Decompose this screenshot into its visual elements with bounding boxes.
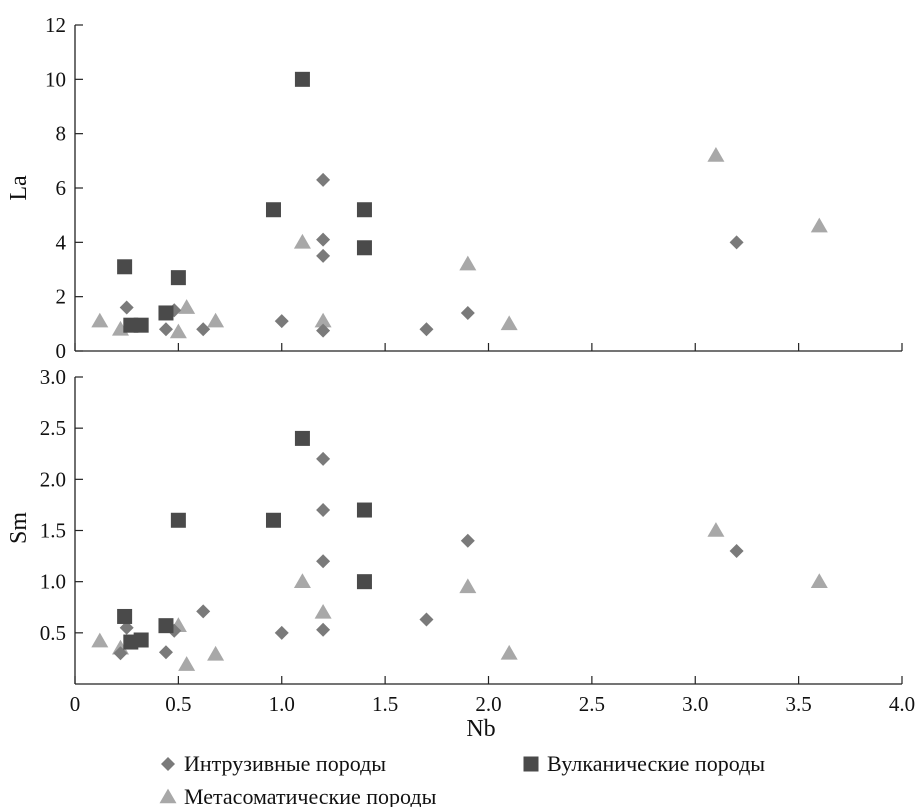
sm-point-square — [356, 502, 372, 518]
la-y-tick-label: 10 — [45, 67, 66, 91]
x-tick-label: 0 — [70, 692, 81, 716]
sm-point-diamond — [460, 533, 475, 548]
x-tick-label: 2.0 — [475, 692, 501, 716]
sm-point-square — [133, 632, 149, 648]
sm-point-square — [265, 512, 281, 528]
la-point-diamond — [196, 322, 211, 337]
x-tick-label: 3.0 — [682, 692, 708, 716]
la-point-triangle — [707, 147, 725, 162]
la-point-triangle — [207, 312, 225, 328]
legend-marker-triangle — [159, 788, 177, 804]
la-point-triangle — [169, 323, 187, 339]
sm-point-diamond — [274, 625, 289, 640]
xlabel-nb: Nb — [466, 716, 495, 742]
sm-point-diamond — [419, 612, 434, 627]
la-point-diamond — [119, 300, 134, 315]
sm-point-triangle — [207, 645, 225, 661]
la-point-diamond — [316, 248, 331, 263]
la-point-triangle — [293, 233, 311, 249]
sm-point-triangle — [707, 522, 725, 537]
sm-point-square — [356, 574, 372, 590]
sm-point-square — [294, 430, 310, 446]
sm-point-triangle — [500, 644, 518, 660]
ylabel-sm: Sm — [6, 512, 32, 544]
sm-point-diamond — [316, 451, 331, 466]
la-point-triangle — [810, 217, 828, 233]
la-y-tick-label: 4 — [56, 230, 67, 254]
sm-point-triangle — [178, 656, 196, 671]
sm-point-square — [158, 618, 174, 634]
la-point-diamond — [316, 232, 331, 247]
la-point-triangle — [91, 312, 109, 328]
x-tick-label: 2.5 — [579, 692, 605, 716]
sm-point-triangle — [810, 573, 828, 588]
panel-la-vs-nb: 0 2 4 6 8 10 12 — [45, 13, 903, 363]
sm-y-tick-label: 3.0 — [40, 365, 66, 389]
sm-point-diamond — [196, 604, 211, 619]
la-point-diamond — [274, 314, 289, 329]
x-tick-label: 4.0 — [889, 692, 915, 716]
sm-point-diamond — [316, 622, 331, 637]
la-y-tick-label: 0 — [56, 339, 67, 363]
sm-y-tick-label: 2.5 — [40, 416, 66, 440]
legend-label-diamond: Интрузивные породы — [184, 751, 386, 776]
x-tick-label: 3.5 — [786, 692, 812, 716]
la-y-tick-label: 8 — [56, 122, 67, 146]
legend-label-triangle: Метасоматические породы — [184, 784, 437, 807]
sm-y-tick-label: 1.5 — [40, 519, 66, 543]
la-y-tick-label: 2 — [56, 285, 67, 309]
la-point-diamond — [158, 322, 173, 337]
la-point-triangle — [459, 255, 477, 271]
ylabel-la: La — [6, 175, 32, 201]
la-point-triangle — [500, 315, 518, 331]
la-point-square — [158, 305, 174, 321]
sm-point-triangle — [293, 573, 311, 588]
sm-y-tick-label: 1.0 — [40, 570, 66, 594]
la-point-diamond — [460, 305, 475, 320]
la-point-square — [265, 202, 281, 218]
sm-point-diamond — [158, 645, 173, 660]
legend-marker-square — [523, 756, 539, 772]
la-point-square — [356, 240, 372, 256]
la-point-triangle — [178, 299, 196, 314]
sm-y-tick-label: 0.5 — [40, 621, 66, 645]
la-point-diamond — [316, 172, 331, 187]
legend-label-square: Вулканические породы — [547, 751, 765, 776]
la-point-square — [133, 317, 149, 333]
la-point-square — [294, 71, 310, 87]
sm-point-diamond — [316, 503, 331, 518]
sm-y-tick-label: 2.0 — [40, 467, 66, 491]
la-point-square — [170, 270, 186, 286]
legend: Интрузивные породы Вулканические породы Ме… — [159, 751, 765, 809]
sm-point-triangle — [91, 632, 109, 648]
x-tick-label: 0.5 — [165, 692, 191, 716]
sm-point-triangle — [459, 578, 477, 594]
sm-point-diamond — [113, 646, 128, 661]
panel-sm-vs-nb: 0.5 1.0 1.5 2.0 2.5 3.0 0 0.5 1.0 1.5 2.0 2.5 3.0 3.5… — [40, 365, 915, 716]
la-point-triangle — [314, 312, 332, 328]
sm-point-triangle — [314, 603, 332, 619]
sm-point-square — [170, 512, 186, 528]
la-y-tick-label: 6 — [56, 176, 67, 200]
legend-marker-diamond — [161, 757, 175, 771]
sm-point-diamond — [119, 620, 134, 635]
la-point-diamond — [316, 323, 331, 338]
sm-point-diamond — [316, 554, 331, 569]
x-tick-label: 1.0 — [269, 692, 295, 716]
x-tick-label: 1.5 — [372, 692, 398, 716]
la-y-tick-label: 12 — [45, 13, 66, 37]
la-point-square — [356, 202, 372, 218]
la-point-diamond — [419, 322, 434, 337]
la-point-square — [117, 259, 133, 275]
la-point-diamond — [729, 235, 744, 250]
sm-point-square — [117, 608, 133, 624]
sm-point-diamond — [729, 543, 744, 558]
